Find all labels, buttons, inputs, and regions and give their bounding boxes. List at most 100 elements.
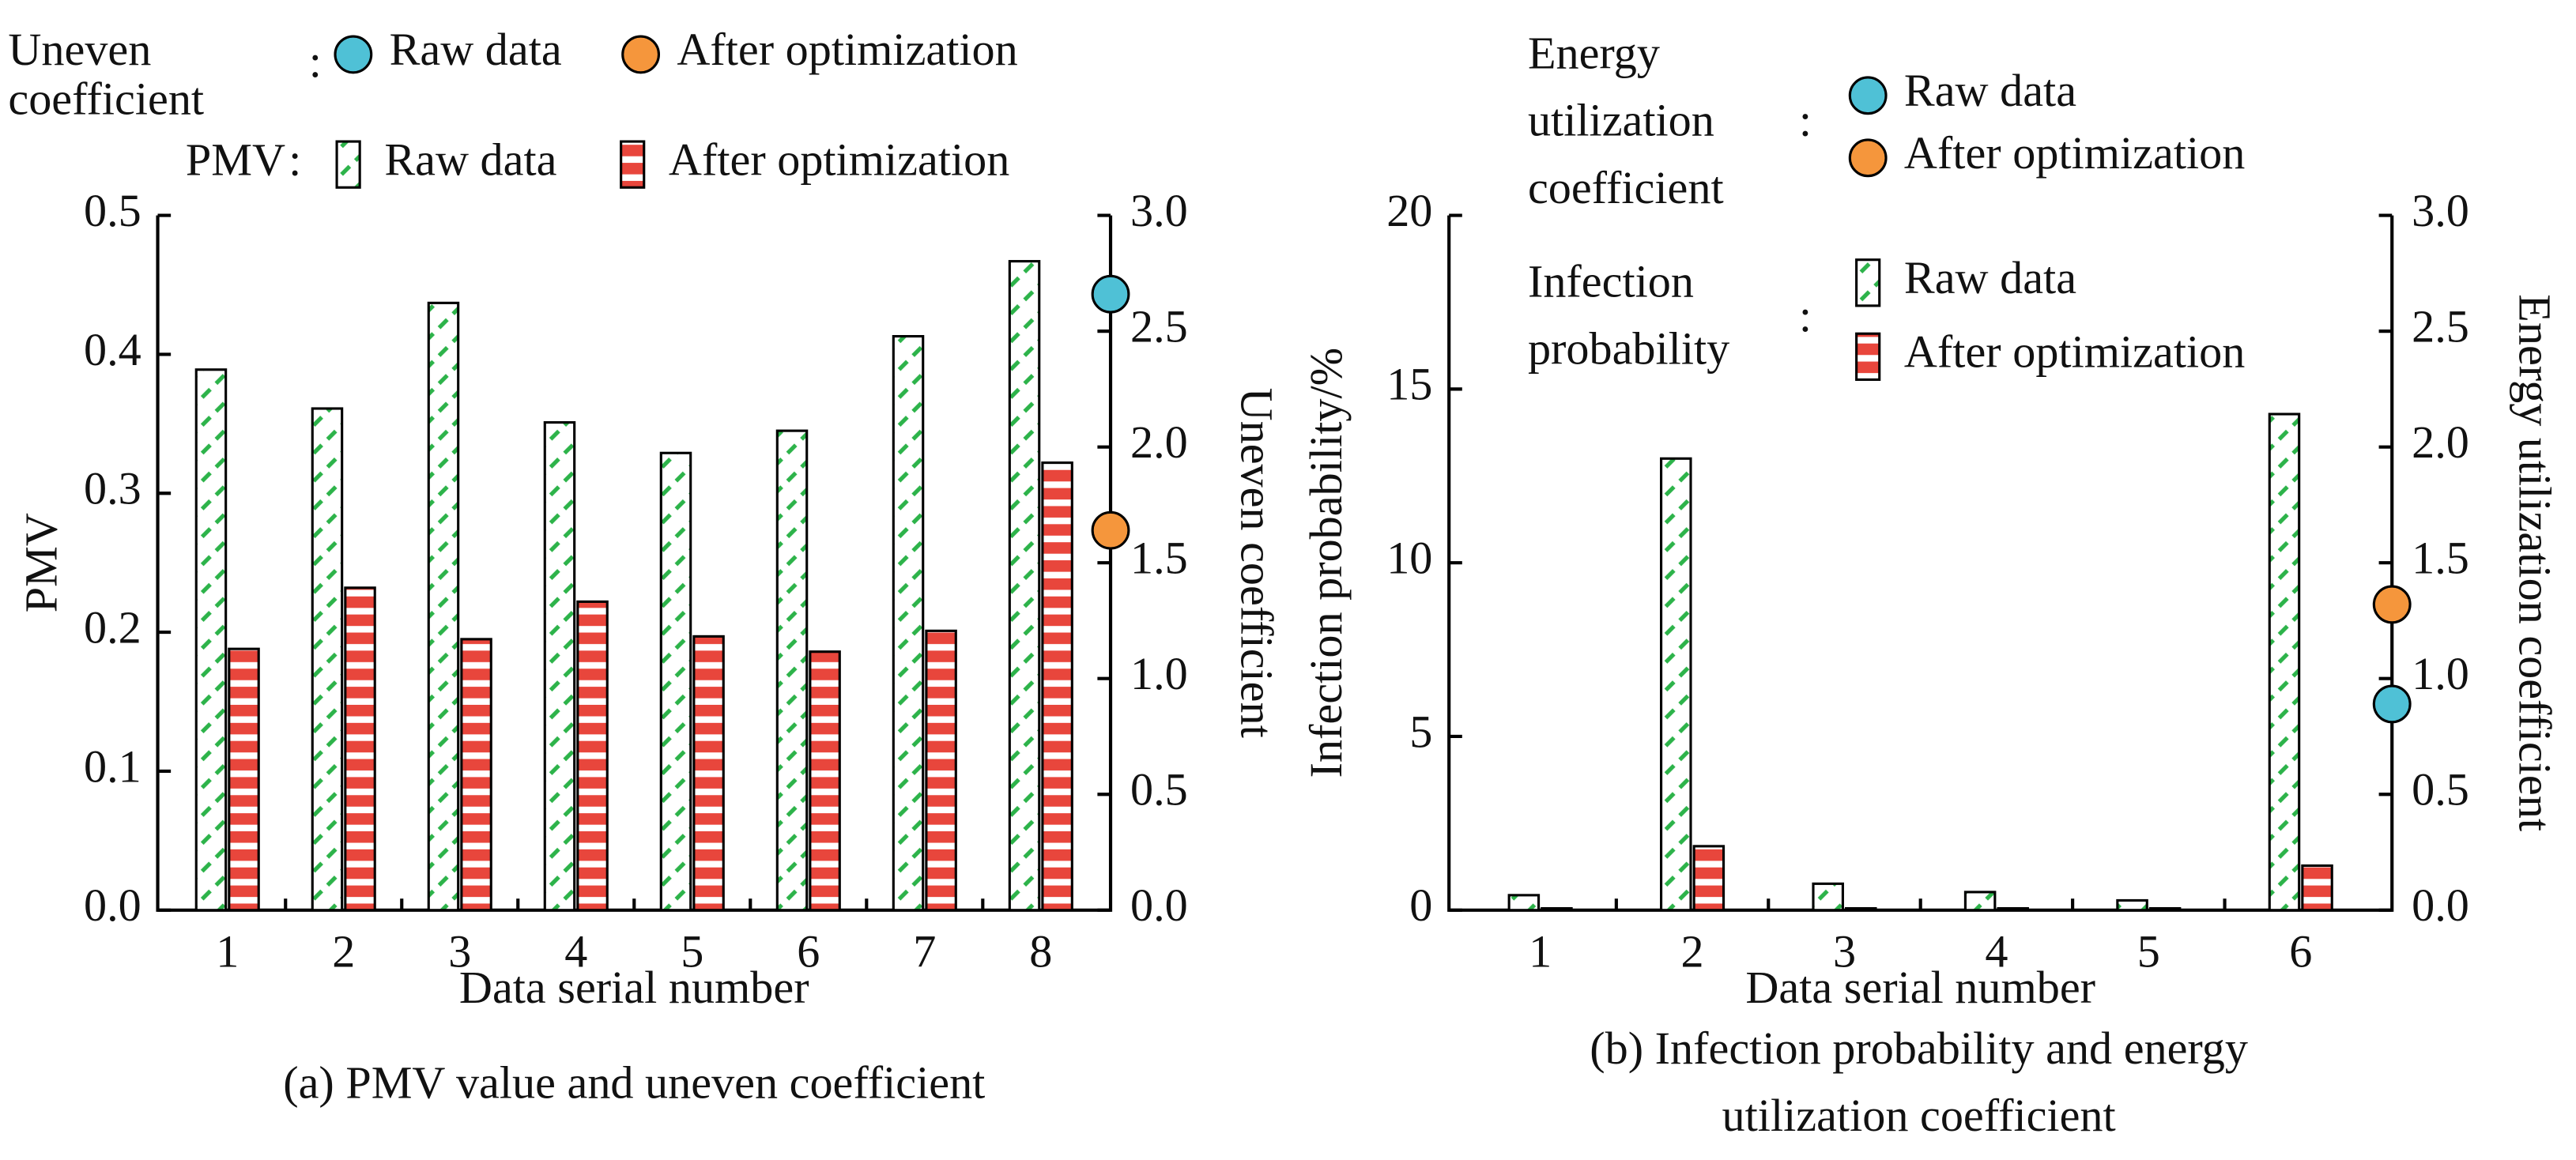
axis-frame [156,215,1113,912]
y-tick-label: 0.5 [84,185,141,236]
marker [1091,510,1130,550]
x-tick-label: 3 [1833,925,1856,977]
bar [427,301,460,912]
legend-swatch [1855,332,1881,381]
bar [1541,907,1573,912]
y-tick-label: 0.4 [84,324,141,375]
y-tick-label: 20 [1386,185,1432,236]
axis-frame [1447,215,2394,912]
x-axis-label: Data serial number [1745,962,2095,1013]
legend-label: After optimization [677,24,1017,75]
y2-tick-label: 2.5 [1130,300,1188,352]
y-tick-label: 15 [1386,359,1432,410]
y2-tick-label: 1.5 [1130,533,1188,584]
y-tick-label: 0.0 [84,879,141,931]
y-tick-label: 5 [1409,706,1432,757]
bar [228,647,260,912]
x-tick-label: 5 [681,925,703,977]
legend-title: Energy [1528,27,1660,78]
bar [775,429,809,912]
legend-separator: : [1799,290,1812,341]
y-tick-label: 0.2 [84,601,141,653]
y2-axis-label: Energy utilization coefficient [2509,294,2560,831]
legend-swatch [1855,258,1881,307]
bar [2268,412,2301,912]
bar [576,600,609,912]
x-tick-label: 4 [564,925,587,977]
x-tick-label: 7 [913,925,936,977]
y2-tick-label: 3.0 [2412,185,2469,236]
bar [460,638,492,912]
legend-marker [1848,76,1888,115]
x-tick-label: 2 [1681,925,1704,977]
legend-label: After optimization [1904,326,2245,378]
bar [1845,907,1877,912]
marker [2372,585,2412,624]
x-tick-label: 6 [797,925,820,977]
caption: (b) Infection probability and energy [1590,1023,2248,1074]
legend-title: Infection [1528,255,1694,307]
legend-title: PMV [186,134,285,186]
bar [1660,457,1692,912]
caption: utilization coefficient [1722,1090,2116,1141]
y-tick-label: 0.3 [84,463,141,514]
legend-marker [334,35,373,74]
y2-tick-label: 2.0 [2412,416,2469,468]
legend-separator: : [289,134,301,186]
marker [2372,684,2412,724]
y2-tick-label: 0.0 [1130,879,1188,931]
y2-tick-label: 1.5 [2412,533,2469,584]
bar [1008,260,1041,912]
marker [1091,274,1130,314]
x-axis-label: Data serial number [459,962,809,1013]
bar [1997,907,2029,912]
bar [1812,882,1844,912]
bar [659,451,692,912]
y-tick-label: 0 [1409,879,1432,931]
bar [311,407,344,912]
y2-tick-label: 3.0 [1130,185,1188,236]
bar [194,368,228,912]
x-tick-label: 2 [332,925,355,977]
x-tick-label: 3 [448,925,471,977]
y-axis-label: Infection probability/% [1300,348,1352,778]
legend-title: utilization [1528,95,1714,146]
bar [1507,894,1541,912]
y2-tick-label: 1.0 [1130,648,1188,699]
bar [2301,864,2333,912]
caption: (a) PMV value and uneven coefficient [283,1057,985,1109]
x-tick-label: 1 [1529,925,1552,977]
legend-label: Raw data [1904,252,2076,303]
bar [892,335,925,912]
legend-label: Raw data [390,24,562,75]
bar [2148,907,2182,912]
legend-label: Raw data [1904,65,2076,116]
y2-tick-label: 0.0 [2412,879,2469,931]
legend-label: Raw data [384,134,556,186]
y-tick-label: 0.1 [84,740,141,792]
legend-title: coefficient [8,73,204,125]
legend-marker [1848,138,1888,178]
x-tick-label: 1 [216,925,239,977]
y-axis-label: PMV [16,513,67,612]
bar [1041,461,1073,912]
bar [1963,891,1997,912]
y-tick-label: 10 [1386,533,1432,584]
bar [543,421,576,912]
legend-separator: : [309,36,322,87]
legend-label: After optimization [669,134,1009,186]
bar [925,629,957,912]
x-tick-label: 8 [1029,925,1052,977]
legend-separator: : [1799,95,1812,146]
y2-tick-label: 2.0 [1130,416,1188,468]
legend-swatch [335,140,361,189]
legend-title: probability [1528,323,1729,375]
bar [692,635,725,912]
x-tick-label: 5 [2137,925,2160,977]
bar [344,586,376,912]
x-tick-label: 6 [2289,925,2312,977]
legend-title: coefficient [1528,162,1724,213]
legend-swatch [620,140,646,189]
